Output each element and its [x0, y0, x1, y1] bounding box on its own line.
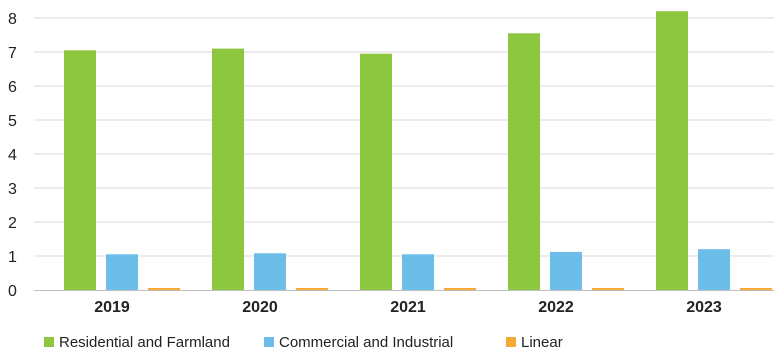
x-tick-label: 2023 [686, 299, 722, 316]
legend-label: Linear [521, 334, 563, 351]
legend-label: Residential and Farmland [59, 334, 230, 351]
y-tick-label: 0 [8, 283, 17, 300]
legend-item: Residential and Farmland [44, 334, 230, 351]
x-tick-label: 2019 [94, 299, 130, 316]
legend-swatch [264, 337, 274, 347]
bar [106, 254, 138, 290]
bar [698, 249, 730, 290]
bar [148, 287, 180, 290]
bar [508, 33, 540, 291]
y-tick-label: 5 [8, 113, 17, 130]
legend-label: Commercial and Industrial [279, 334, 453, 351]
bar [444, 287, 476, 290]
y-tick-label: 2 [8, 215, 17, 232]
x-tick-label: 2020 [242, 299, 278, 316]
y-tick-label: 6 [8, 79, 17, 96]
legend-item: Commercial and Industrial [264, 334, 453, 351]
y-tick-label: 7 [8, 45, 17, 62]
bar [212, 48, 244, 290]
x-tick-label: 2022 [538, 299, 574, 316]
y-tick-label: 1 [8, 249, 17, 266]
bar [254, 253, 286, 290]
y-tick-label: 3 [8, 181, 17, 198]
bar [550, 251, 582, 290]
bar [656, 11, 688, 290]
y-axis-ticks: 0 1 2 3 4 5 6 7 8 [8, 11, 17, 300]
x-axis: 2019 2020 2021 2022 2023 [34, 290, 774, 316]
bars [64, 11, 772, 291]
x-tick-label: 2021 [390, 299, 426, 316]
y-tick-label: 8 [8, 11, 17, 28]
bar [402, 254, 434, 290]
y-tick-label: 4 [8, 147, 17, 164]
bar [740, 287, 772, 290]
bar [296, 287, 328, 290]
gridlines [34, 17, 774, 257]
bar [360, 53, 392, 291]
legend: Residential and Farmland Commercial and I… [44, 334, 563, 351]
bar [64, 50, 96, 290]
bar [592, 287, 624, 290]
legend-swatch [44, 337, 54, 347]
legend-item: Linear [506, 334, 563, 351]
legend-swatch [506, 337, 516, 347]
